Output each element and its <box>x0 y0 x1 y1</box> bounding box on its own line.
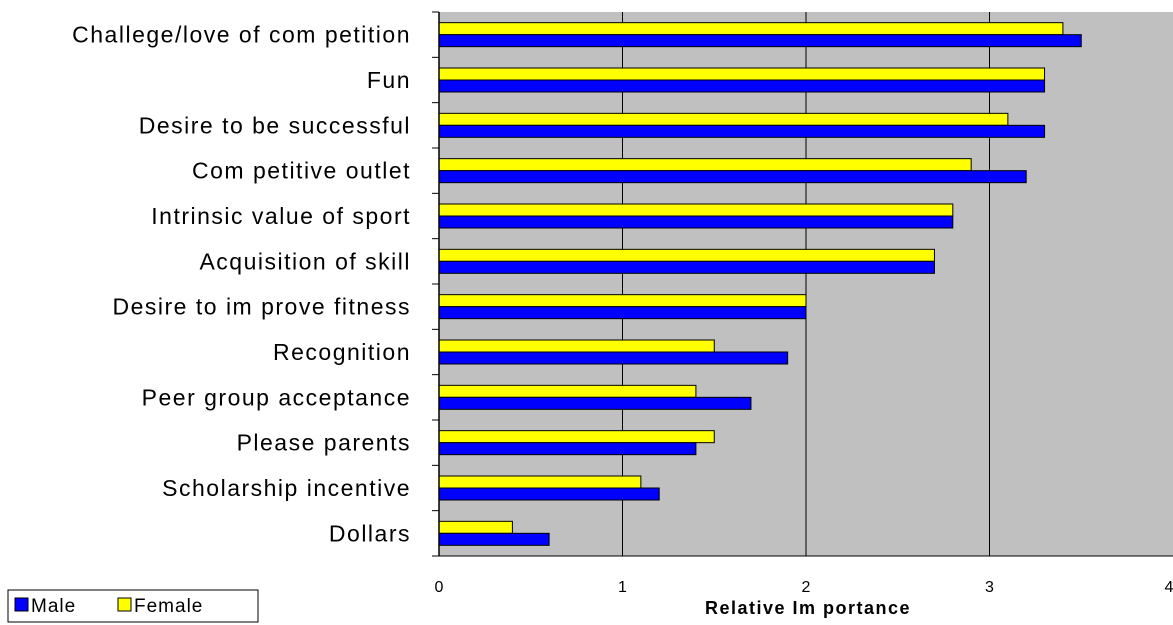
category-label: Desire to be successful <box>139 112 411 138</box>
bar-male <box>438 260 935 274</box>
bar-female <box>438 112 1009 126</box>
gridlines <box>622 12 990 556</box>
bar-male <box>438 124 1046 138</box>
legend-label-female: Female <box>134 596 203 617</box>
bar-male <box>438 170 1027 184</box>
bar-female <box>438 22 1064 36</box>
legend-swatch-male <box>14 597 29 612</box>
category-label: Com petitive outlet <box>192 158 411 184</box>
bar-female <box>438 520 513 534</box>
bar-female <box>438 475 642 489</box>
x-tick-label: 3 <box>985 579 994 596</box>
bar-male <box>438 306 807 320</box>
x-axis-title: Relative Im portance <box>705 598 911 618</box>
bar-male <box>438 215 954 229</box>
bar-female <box>438 158 972 172</box>
x-tick-label: 4 <box>1165 579 1173 596</box>
category-label: Desire to im prove fitness <box>113 294 411 320</box>
category-label: Dollars <box>329 520 411 546</box>
category-label: Acquisition of skill <box>199 248 411 274</box>
x-tick-label: 0 <box>435 579 444 596</box>
category-label: Fun <box>367 67 411 93</box>
x-tick-labels: 0 1 2 3 4 <box>435 579 1173 596</box>
bar-male <box>438 79 1046 93</box>
bar-female <box>438 203 954 217</box>
bar-female <box>438 430 715 444</box>
legend: Male Female <box>7 589 259 623</box>
y-axis <box>432 11 1173 557</box>
category-label: Peer group acceptance <box>142 384 411 410</box>
bar-female <box>438 384 697 398</box>
category-label: Intrinsic value of sport <box>151 203 411 229</box>
bar-male <box>438 34 1082 48</box>
category-labels: Challege/love of com petition Fun Desire t… <box>72 22 411 547</box>
bar-female <box>438 67 1046 81</box>
category-label: Scholarship incentive <box>162 475 411 501</box>
bar-male <box>438 442 697 456</box>
bar-female <box>438 294 807 308</box>
category-label: Challege/love of com petition <box>72 22 411 48</box>
x-tick-label: 1 <box>618 579 627 596</box>
bar-female <box>438 248 935 262</box>
legend-label-male: Male <box>31 596 76 617</box>
bar-male <box>438 351 789 365</box>
bar-male <box>438 396 752 410</box>
category-label: Please parents <box>237 430 411 456</box>
bar-female <box>438 339 715 353</box>
bar-male <box>438 487 660 501</box>
bar-male <box>438 532 550 546</box>
x-tick-label: 2 <box>802 579 811 596</box>
category-label: Recognition <box>273 339 411 365</box>
legend-swatch-female <box>117 597 132 612</box>
legend-box <box>7 589 259 623</box>
